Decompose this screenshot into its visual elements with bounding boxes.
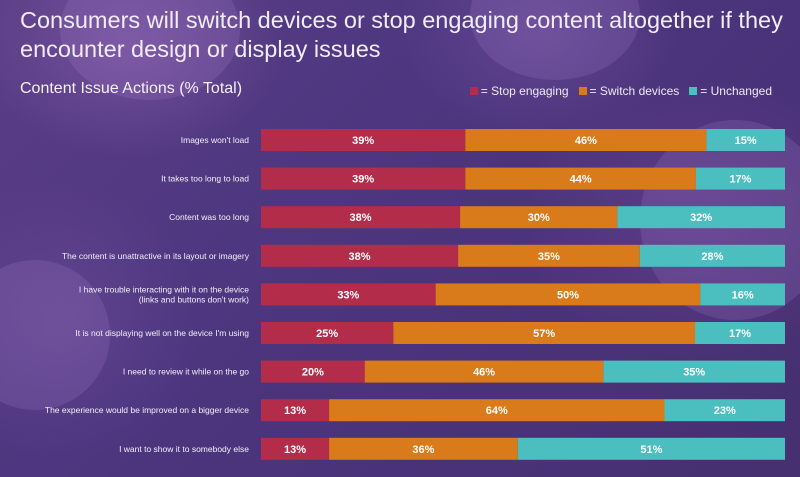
data-label: 33%	[337, 289, 359, 301]
data-label: 13%	[284, 444, 306, 456]
bar-segment	[261, 206, 461, 229]
bar-segment	[261, 399, 330, 422]
category-label: I need to review it while on the go	[123, 367, 249, 377]
legend-item-switch-devices: = Switch devices	[578, 84, 680, 98]
bar-segment	[706, 129, 785, 151]
page-headline: Consumers will switch devices or stop en…	[20, 7, 783, 62]
data-label: 46%	[473, 367, 495, 379]
bar-segment	[261, 167, 466, 190]
data-label: 15%	[735, 135, 757, 147]
data-label: 17%	[729, 174, 751, 186]
legend-label-switch-devices: = Switch devices	[589, 84, 680, 98]
bar-segment	[261, 283, 436, 306]
category-label-line: The experience would be improved on a bi…	[45, 405, 249, 415]
data-label: 44%	[570, 174, 592, 186]
legend-item-stop-engaging: = Stop engaging	[469, 84, 569, 98]
data-label: 30%	[528, 212, 550, 224]
category-label-line: I want to show it to somebody else	[119, 444, 249, 454]
legend-item-unchanged: = Unchanged	[689, 84, 772, 98]
bar-segment	[603, 360, 785, 383]
data-label: 57%	[533, 328, 555, 340]
data-label: 38%	[350, 212, 372, 224]
data-label: 32%	[690, 212, 712, 224]
data-label: 13%	[284, 405, 306, 417]
bar-segment	[639, 244, 785, 267]
category-label-line: The content is unattractive in its layou…	[62, 251, 250, 261]
data-label: 38%	[349, 251, 371, 263]
category-label: The content is unattractive in its layou…	[62, 251, 250, 261]
data-label: 51%	[640, 444, 662, 456]
data-label: 35%	[683, 367, 705, 379]
category-label: The experience would be improved on a bi…	[45, 405, 249, 415]
bar-segment	[517, 437, 785, 460]
bar-segment	[261, 437, 330, 460]
bar-segment	[695, 322, 785, 344]
category-label-line: I need to review it while on the go	[123, 367, 249, 377]
bar-segment	[261, 360, 365, 383]
data-label: 36%	[412, 444, 434, 456]
bar-segment	[364, 360, 604, 383]
data-label: 16%	[732, 289, 754, 301]
bar-segment	[460, 206, 618, 229]
category-label: It is not displaying well on the device …	[75, 328, 249, 338]
data-label: 20%	[302, 367, 324, 379]
data-label: 35%	[538, 251, 560, 263]
data-label: 46%	[575, 135, 597, 147]
bar-segment	[393, 322, 696, 344]
bar-segment	[695, 167, 785, 190]
category-label: It takes too long to load	[161, 174, 249, 184]
category-label-line: Content was too long	[169, 212, 249, 222]
data-label: 23%	[714, 405, 736, 417]
data-label: 17%	[729, 328, 751, 340]
bar-segment	[261, 244, 459, 267]
legend-swatch-switch-devices	[578, 87, 587, 95]
bar-segment	[465, 167, 696, 190]
bar-segment	[700, 283, 785, 306]
data-label: 64%	[486, 405, 508, 417]
category-label-line: I have trouble interacting with it on th…	[79, 284, 249, 294]
legend-label-unchanged: = Unchanged	[700, 84, 772, 98]
category-label: Images won't load	[181, 135, 250, 145]
category-label-line: (links and buttons don't work)	[139, 294, 249, 304]
bar-segment	[329, 437, 518, 460]
category-label: I want to show it to somebody else	[119, 444, 249, 454]
bar-segment	[617, 206, 785, 229]
category-label: I have trouble interacting with it on th…	[79, 284, 249, 304]
chart-legend: = Stop engaging = Switch devices = Uncha…	[469, 84, 772, 98]
category-label-line: It takes too long to load	[161, 174, 249, 184]
bar-segment	[261, 129, 466, 151]
category-label-line: Images won't load	[181, 135, 250, 145]
data-label: 50%	[557, 289, 579, 301]
bar-segment	[664, 399, 785, 422]
legend-swatch-unchanged	[689, 87, 698, 95]
category-label-line: It is not displaying well on the device …	[75, 328, 249, 338]
legend-label-stop-engaging: = Stop engaging	[480, 84, 569, 98]
chart-title: Content Issue Actions (% Total)	[20, 80, 243, 97]
bar-segment	[465, 129, 707, 151]
category-label: Content was too long	[169, 212, 249, 222]
bar-segment	[261, 322, 394, 344]
bar-segment	[329, 399, 665, 422]
bar-segment	[435, 283, 701, 306]
data-label: 39%	[352, 135, 374, 147]
data-label: 28%	[701, 251, 723, 263]
bar-segment	[458, 244, 640, 267]
legend-swatch-stop-engaging	[469, 87, 478, 95]
data-label: 39%	[352, 174, 374, 186]
data-label: 25%	[316, 328, 338, 340]
